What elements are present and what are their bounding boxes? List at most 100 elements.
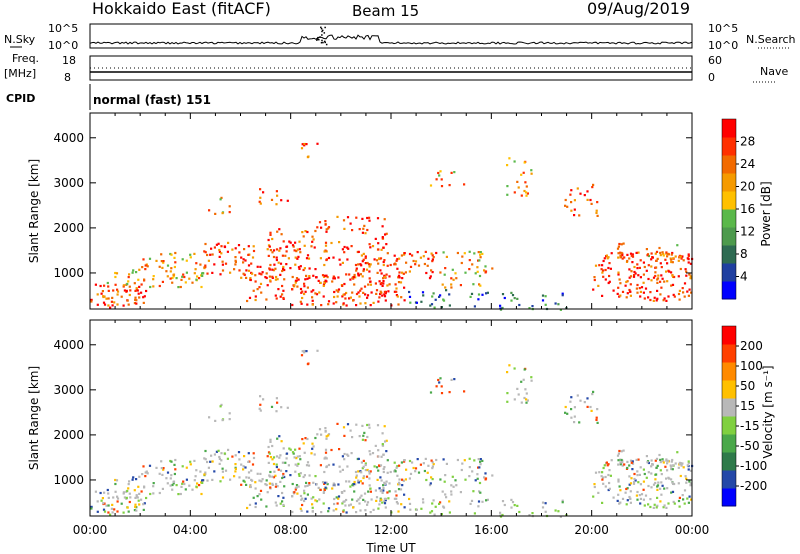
- velocity-echo-point: [664, 465, 667, 468]
- power-echo-point: [506, 185, 509, 188]
- power-echo-point: [311, 240, 314, 243]
- power-echo-point: [349, 296, 352, 299]
- power-echo-point: [362, 268, 365, 271]
- power-echo-point: [639, 290, 642, 293]
- power-echo-point: [281, 293, 284, 296]
- power-echo-point: [499, 304, 502, 307]
- power-echo-point: [650, 265, 653, 268]
- power-echo-point: [221, 263, 224, 266]
- velocity-echo-point: [619, 463, 622, 466]
- velocity-echo-point: [617, 459, 620, 462]
- velocity-echo-point: [501, 513, 504, 517]
- power-echo-point: [485, 292, 488, 295]
- velocity-echo-point: [405, 468, 408, 471]
- power-echo-point: [161, 266, 164, 269]
- velocity-echo-point: [421, 498, 425, 501]
- velocity-echo-point: [177, 493, 180, 496]
- power-echo-point: [369, 263, 372, 266]
- power-echo-point: [530, 172, 533, 175]
- velocity-echo-point: [291, 495, 294, 498]
- power-echo-point: [361, 217, 364, 220]
- velocity-echo-point: [379, 500, 382, 503]
- velocity-echo-point: [423, 469, 426, 473]
- velocity-echo-point: [169, 477, 172, 480]
- power-echo-point: [414, 263, 417, 266]
- power-echo-point: [347, 247, 350, 250]
- power-echo-point: [144, 264, 147, 267]
- power-echo-point: [680, 257, 683, 260]
- velocity-echo-point: [336, 502, 339, 505]
- power-echo-point: [211, 271, 214, 274]
- power-echo-point: [128, 285, 131, 288]
- power-echo-point: [94, 283, 97, 286]
- power-echo-point: [314, 229, 317, 233]
- power-echo-point: [517, 186, 520, 189]
- power-echo-point: [299, 265, 302, 268]
- power-echo-point: [279, 295, 282, 298]
- velocity-echo-point: [324, 427, 327, 430]
- power-echo-point: [107, 285, 110, 288]
- power-echo-point: [629, 290, 632, 293]
- power-echo-point: [306, 277, 309, 280]
- nsearch-label: N.Search: [746, 33, 796, 46]
- power-echo-point: [633, 274, 636, 277]
- velocity-echo-point: [523, 368, 526, 371]
- velocity-x-tick-label: 08:00: [273, 523, 308, 537]
- power-echo-point: [404, 271, 407, 274]
- power-echo-point: [348, 273, 351, 276]
- velocity-echo-point: [322, 491, 325, 494]
- velocity-echo-point: [357, 481, 360, 484]
- power-echo-point: [304, 290, 307, 293]
- power-echo-point: [364, 293, 367, 296]
- velocity-echo-point: [269, 456, 272, 459]
- velocity-echo-point: [213, 470, 216, 473]
- power-echo-point: [143, 295, 146, 298]
- velocity-echo-point: [330, 448, 333, 452]
- velocity-echo-point: [429, 482, 432, 485]
- velocity-echo-point: [196, 482, 199, 485]
- velocity-echo-point: [360, 494, 363, 497]
- velocity-echo-point: [639, 502, 642, 505]
- power-echo-point: [173, 265, 176, 269]
- velocity-echo-point: [359, 480, 362, 483]
- power-echo-point: [376, 271, 379, 274]
- velocity-echo-point: [386, 491, 389, 494]
- velocity-echo-point: [431, 461, 434, 464]
- power-echo-point: [357, 250, 360, 253]
- velocity-echo-point: [220, 452, 223, 455]
- power-echo-point: [416, 251, 419, 254]
- power-echo-point: [319, 257, 322, 260]
- power-echo-point: [526, 192, 529, 195]
- velocity-echo-point: [656, 496, 659, 499]
- velocity-echo-point: [422, 501, 425, 504]
- power-echo-point: [594, 264, 598, 267]
- power-echo-point: [397, 274, 401, 277]
- velocity-echo-point: [275, 482, 278, 486]
- power-echo-point: [362, 227, 365, 230]
- cpid-panel: CPID normal (fast) 151: [6, 84, 211, 110]
- velocity-echo-point: [637, 481, 640, 484]
- power-echo-point: [656, 297, 659, 300]
- power-echo-point: [301, 231, 304, 234]
- velocity-echo-point: [379, 464, 383, 467]
- velocity-echo-point: [218, 455, 221, 459]
- power-echo-point: [220, 196, 223, 199]
- velocity-ylabel: Slant Range [km]: [27, 366, 41, 470]
- velocity-echo-point: [280, 406, 283, 409]
- velocity-echo-point: [485, 499, 488, 502]
- velocity-echo-point: [476, 477, 479, 480]
- velocity-echo-point: [601, 501, 604, 504]
- velocity-echo-point: [593, 483, 596, 486]
- velocity-echo-point: [354, 470, 358, 474]
- velocity-echo-point: [393, 461, 396, 464]
- power-echo-point: [227, 241, 230, 244]
- power-echo-point: [432, 292, 435, 295]
- power-echo-point: [281, 254, 284, 257]
- velocity-echo-point: [298, 447, 301, 450]
- power-echo-point: [665, 252, 668, 255]
- power-echo-point: [360, 264, 363, 267]
- velocity-echo-point: [425, 478, 428, 482]
- power-echo-point: [593, 278, 596, 282]
- velocity-echo-point: [296, 455, 299, 458]
- velocity-echo-point: [477, 500, 481, 503]
